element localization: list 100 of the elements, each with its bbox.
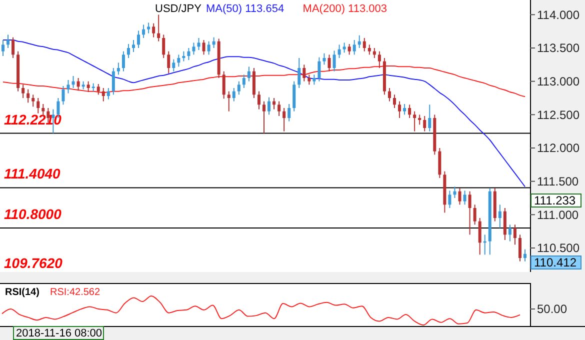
candlestick xyxy=(72,76,75,88)
text: 111.233 xyxy=(534,194,576,208)
candlestick xyxy=(503,208,506,240)
candlestick xyxy=(86,80,90,92)
candlestick xyxy=(328,54,331,72)
candlestick xyxy=(288,104,291,122)
candlestick xyxy=(358,34,361,48)
candlestick xyxy=(352,40,356,56)
candlestick xyxy=(237,80,240,96)
candlestick xyxy=(308,74,311,86)
candlestick xyxy=(372,48,376,58)
candlestick xyxy=(338,44,341,58)
candlestick xyxy=(413,110,416,132)
candlestick xyxy=(498,204,502,228)
annotation: 109.7620 xyxy=(4,255,63,271)
ref-line-label: 110.8000 xyxy=(4,206,62,222)
candlestick xyxy=(393,94,396,108)
candlestick xyxy=(177,54,180,68)
candlestick xyxy=(152,22,156,38)
candlestick xyxy=(332,50,336,72)
candlestick xyxy=(272,98,276,110)
candlestick xyxy=(182,50,186,62)
candlestick xyxy=(478,218,482,256)
candlestick xyxy=(508,224,512,242)
candlestick xyxy=(252,68,256,98)
candlestick xyxy=(102,88,105,102)
candlestick xyxy=(453,186,456,198)
candlestick xyxy=(112,68,115,96)
candlestick xyxy=(368,44,371,56)
candlestick xyxy=(106,88,110,100)
y-tick-label: 114.000 xyxy=(537,8,580,22)
candlestick xyxy=(162,34,166,58)
candlestick xyxy=(66,80,70,94)
line-series xyxy=(2,40,526,188)
candlestick xyxy=(362,38,366,52)
candlestick xyxy=(32,94,35,108)
candlestick xyxy=(247,66,250,82)
candlestick xyxy=(192,42,196,56)
candlestick xyxy=(408,104,412,118)
text: MA(50) 113.654 xyxy=(206,3,284,15)
candlestick xyxy=(116,62,120,76)
candlestick xyxy=(257,90,260,110)
candlestick xyxy=(278,100,281,116)
candlestick xyxy=(268,96,271,116)
y-tick-label: 111.500 xyxy=(537,174,579,189)
candlestick xyxy=(137,30,140,48)
y-tick-label: 111.000 xyxy=(537,208,579,222)
candlestick xyxy=(312,74,316,86)
candlestick xyxy=(518,234,522,262)
candlestick xyxy=(473,204,476,226)
candlestick xyxy=(96,84,100,96)
candlestick xyxy=(142,24,146,38)
candlestick xyxy=(463,190,466,206)
chart-title: USD/JPY xyxy=(155,3,202,15)
candlestick xyxy=(212,36,216,48)
candlestick xyxy=(232,88,236,102)
candlestick xyxy=(6,34,10,48)
candlestick xyxy=(36,98,40,114)
candlestick xyxy=(282,108,286,132)
candlestick xyxy=(202,40,206,56)
y-tick-label: 112.500 xyxy=(537,108,580,122)
candlestick xyxy=(428,104,432,132)
candlestick xyxy=(438,148,442,178)
y-tick-label: 113.500 xyxy=(537,41,580,56)
candlestick xyxy=(62,86,65,106)
candlestick xyxy=(448,190,452,208)
series-label: RSI:42.562 xyxy=(50,287,100,298)
candlestick xyxy=(262,100,266,134)
candlestick xyxy=(524,248,526,262)
candlestick xyxy=(227,90,230,112)
y-tick-label: 113.000 xyxy=(537,74,580,89)
y-tick-label: 112.000 xyxy=(537,141,580,156)
candlestick xyxy=(302,64,306,82)
candlestick xyxy=(342,42,346,54)
candlestick xyxy=(76,78,80,92)
candlestick xyxy=(22,84,25,98)
text: MA(200) 113.003 xyxy=(302,3,387,15)
ref-line-label: 111.4040 xyxy=(4,166,61,182)
candlestick xyxy=(322,52,326,66)
candlestick xyxy=(403,104,406,116)
candlestick xyxy=(398,100,402,118)
candlestick xyxy=(197,38,200,50)
candlestick xyxy=(222,70,226,100)
text: 2018-11-16 08:00 xyxy=(16,328,102,340)
candlestick xyxy=(298,58,301,88)
candlestick xyxy=(468,190,472,236)
candlestick xyxy=(348,44,351,56)
candlestick xyxy=(418,114,422,126)
candlestick xyxy=(172,58,176,72)
candlestick xyxy=(458,188,462,206)
candlestick xyxy=(126,44,130,58)
y-tick-label: 110.500 xyxy=(537,241,580,256)
candlestick xyxy=(187,48,190,60)
candlestick xyxy=(242,74,246,88)
candlestick xyxy=(132,40,135,52)
candlestick xyxy=(318,56,321,82)
candlestick xyxy=(147,22,150,34)
candlestick xyxy=(292,80,296,112)
candlestick xyxy=(167,50,170,74)
chart-title: RSI(14) xyxy=(5,287,40,298)
